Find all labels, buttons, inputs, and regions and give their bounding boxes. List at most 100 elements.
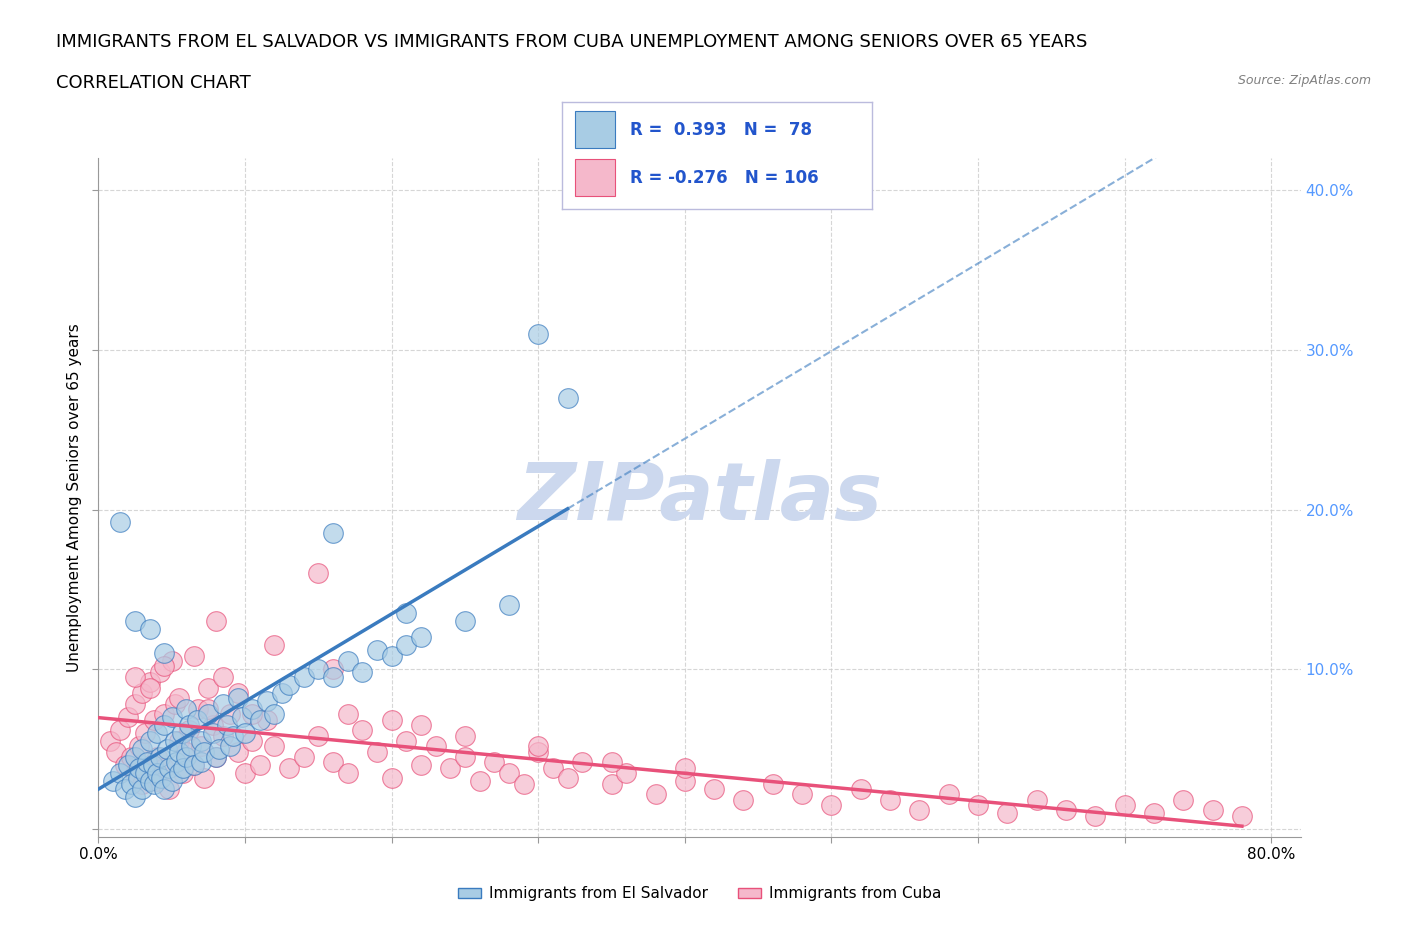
Point [138,758,160,773]
Point [226,745,249,760]
Point [614,765,637,780]
Point [197,681,219,696]
Text: CORRELATION CHART: CORRELATION CHART [56,74,252,92]
Point [135,754,157,769]
Point [170,725,193,740]
Point [644,787,666,802]
Point [673,774,696,789]
Point [160,774,183,789]
Point [101,774,124,789]
Point [1201,803,1223,817]
Point [127,770,149,785]
Point [153,658,176,673]
Point [366,643,388,658]
Point [212,697,235,711]
Point [153,761,176,776]
Point [190,754,212,769]
Point [160,710,183,724]
Point [163,734,186,749]
Point [138,734,160,749]
Point [322,754,344,769]
Text: IMMIGRANTS FROM EL SALVADOR VS IMMIGRANTS FROM CUBA UNEMPLOYMENT AMONG SENIORS O: IMMIGRANTS FROM EL SALVADOR VS IMMIGRANT… [56,33,1088,50]
Point [233,765,256,780]
Text: Source: ZipAtlas.com: Source: ZipAtlas.com [1237,74,1371,87]
Point [820,798,842,813]
Y-axis label: Unemployment Among Seniors over 65 years: Unemployment Among Seniors over 65 years [67,324,83,671]
Point [1054,803,1077,817]
Point [249,758,271,773]
Point [1084,809,1107,824]
Point [409,630,432,644]
Point [600,754,623,769]
Point [138,674,160,689]
Point [212,670,235,684]
Point [352,723,374,737]
Point [484,754,506,769]
Point [146,774,169,789]
Point [454,614,477,629]
Point [395,606,418,621]
Point [256,694,278,709]
Point [124,614,146,629]
Point [425,738,447,753]
Point [908,803,931,817]
Point [395,734,418,749]
Point [110,765,132,780]
Point [167,745,190,760]
Point [292,750,315,764]
Point [193,770,215,785]
Point [180,738,202,753]
Point [1230,809,1253,824]
Point [150,770,173,785]
Point [270,685,292,700]
Point [381,770,404,785]
Point [183,758,205,773]
Point [208,742,231,757]
Point [187,702,209,717]
Point [600,777,623,791]
Point [336,707,359,722]
Point [110,515,132,530]
Point [204,614,226,629]
Point [146,750,169,764]
Point [204,750,226,764]
Point [190,738,212,753]
Point [336,765,359,780]
Point [278,678,301,693]
Point [263,638,285,653]
Point [153,645,176,660]
Point [197,707,219,722]
Point [114,758,136,773]
Point [179,718,201,733]
Point [197,702,219,717]
Point [149,750,172,764]
Point [527,326,550,341]
Point [124,790,146,804]
Point [879,792,901,807]
Point [157,761,180,776]
Point [143,777,166,791]
Point [249,713,271,728]
Point [190,734,212,749]
Point [146,765,169,780]
Point [307,729,329,744]
Point [995,805,1018,820]
Point [124,765,146,780]
Point [1173,792,1195,807]
Point [222,729,245,744]
Point [762,777,785,791]
Point [165,754,187,769]
Bar [575,111,614,148]
Point [157,781,180,796]
Point [219,707,242,722]
Point [409,718,432,733]
Point [557,770,579,785]
Point [131,777,153,791]
Point [1025,792,1047,807]
Point [204,750,226,764]
Point [153,718,176,733]
Point [167,765,190,780]
Point [186,713,208,728]
Point [498,765,520,780]
Point [176,702,198,717]
